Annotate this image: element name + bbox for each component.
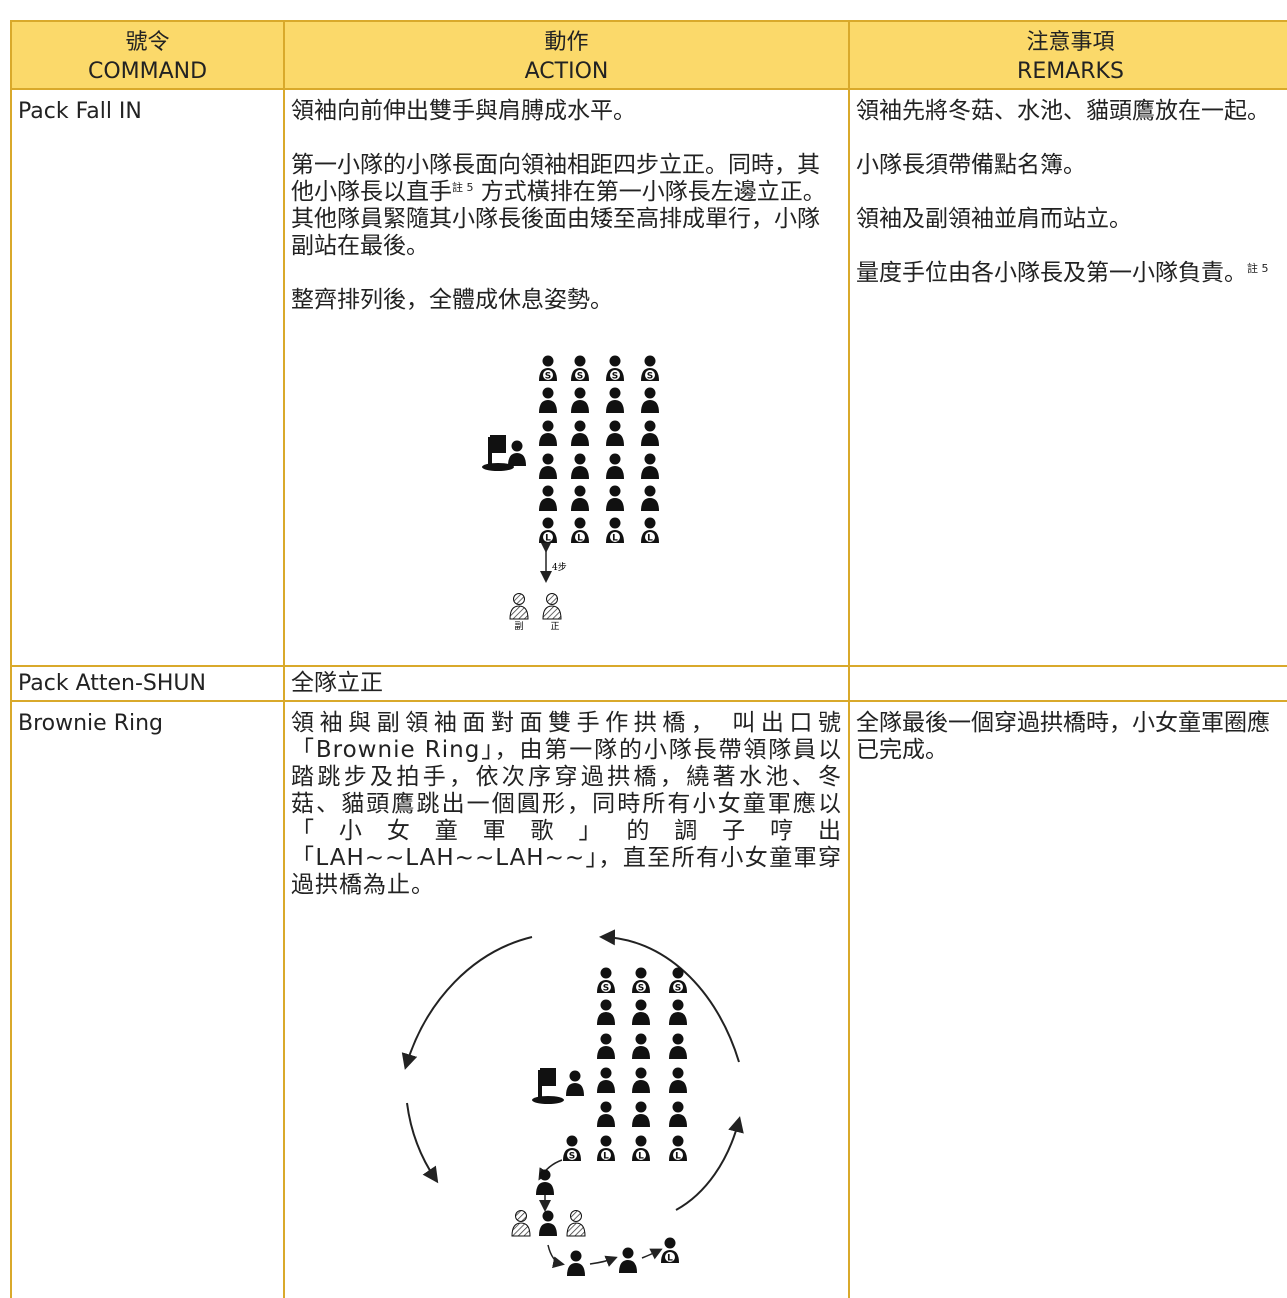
- command-cell: Pack Atten-SHUN: [10, 665, 283, 701]
- action-cell: 領袖與副領袖面對面雙手作拱橋， 叫出口號「Brownie Ring」，由第一隊的…: [283, 700, 848, 1298]
- action-text: 全隊立正: [291, 670, 383, 696]
- footnote-ref: 註 5: [1247, 262, 1269, 275]
- header-zh: 動作: [544, 30, 589, 55]
- remarks-cell: [848, 665, 1287, 701]
- header-zh: 注意事項: [1026, 30, 1115, 55]
- action-text: 整齊排列後，全體成休息姿勢。: [291, 287, 613, 313]
- remarks-cell: 領袖先將冬菇、水池、貓頭鷹放在一起。 小隊長須帶備點名簿。 領袖及副領袖並肩而站…: [848, 88, 1287, 666]
- command-cell: Pack Fall IN: [10, 88, 283, 666]
- header-cell: 號令 COMMAND: [10, 20, 283, 89]
- header-cell: 動作 ACTION: [283, 20, 848, 89]
- command: Pack Fall IN: [18, 99, 142, 124]
- command-cell: Brownie Ring: [10, 700, 283, 1298]
- footnote-ref: 註 5: [452, 181, 474, 194]
- action-text: 領袖與副領袖面對面雙手作拱橋， 叫出口號「Brownie Ring」，由第一隊的…: [291, 710, 842, 898]
- remark: 領袖及副領袖並肩而站立。: [856, 206, 1132, 232]
- header-en: COMMAND: [87, 59, 208, 84]
- command: Brownie Ring: [18, 711, 163, 736]
- text: 量度手位由各小隊長及第一小隊負責。: [856, 260, 1247, 286]
- command: Pack Atten-SHUN: [18, 671, 206, 696]
- remark: 全隊最後一個穿過拱橋時，小女童軍圈應已完成。: [856, 710, 1270, 763]
- text: 第一小隊的小隊長面向領袖相距四步立正。同時，其他小隊長以直手: [291, 152, 820, 205]
- action-cell: 領袖向前伸出雙手與肩膊成水平。 第一小隊的小隊長面向領袖相距四步立正。同時，其他…: [283, 88, 848, 666]
- action-text: 第一小隊的小隊長面向領袖相距四步立正。同時，其他小隊長以直手註 5 方式橫排在第…: [291, 152, 842, 260]
- remark: 小隊長須帶備點名簿。: [856, 152, 1086, 178]
- header-cell: 注意事項 REMARKS: [848, 20, 1287, 89]
- text: 方式橫排在第一小隊長左邊立正。其他隊員緊隨其小隊長後面由矮至高排成單行，小隊副站…: [291, 179, 826, 259]
- header-zh: 號令: [125, 30, 170, 55]
- remark: 量度手位由各小隊長及第一小隊負責。註 5: [856, 260, 1287, 287]
- action-cell: 全隊立正: [283, 665, 848, 701]
- header-en: REMARKS: [1017, 59, 1124, 84]
- remarks-cell: 全隊最後一個穿過拱橋時，小女童軍圈應已完成。: [848, 700, 1287, 1298]
- header-en: ACTION: [524, 59, 609, 84]
- remark: 領袖先將冬菇、水池、貓頭鷹放在一起。: [856, 98, 1270, 124]
- action-text: 領袖向前伸出雙手與肩膊成水平。: [291, 98, 636, 124]
